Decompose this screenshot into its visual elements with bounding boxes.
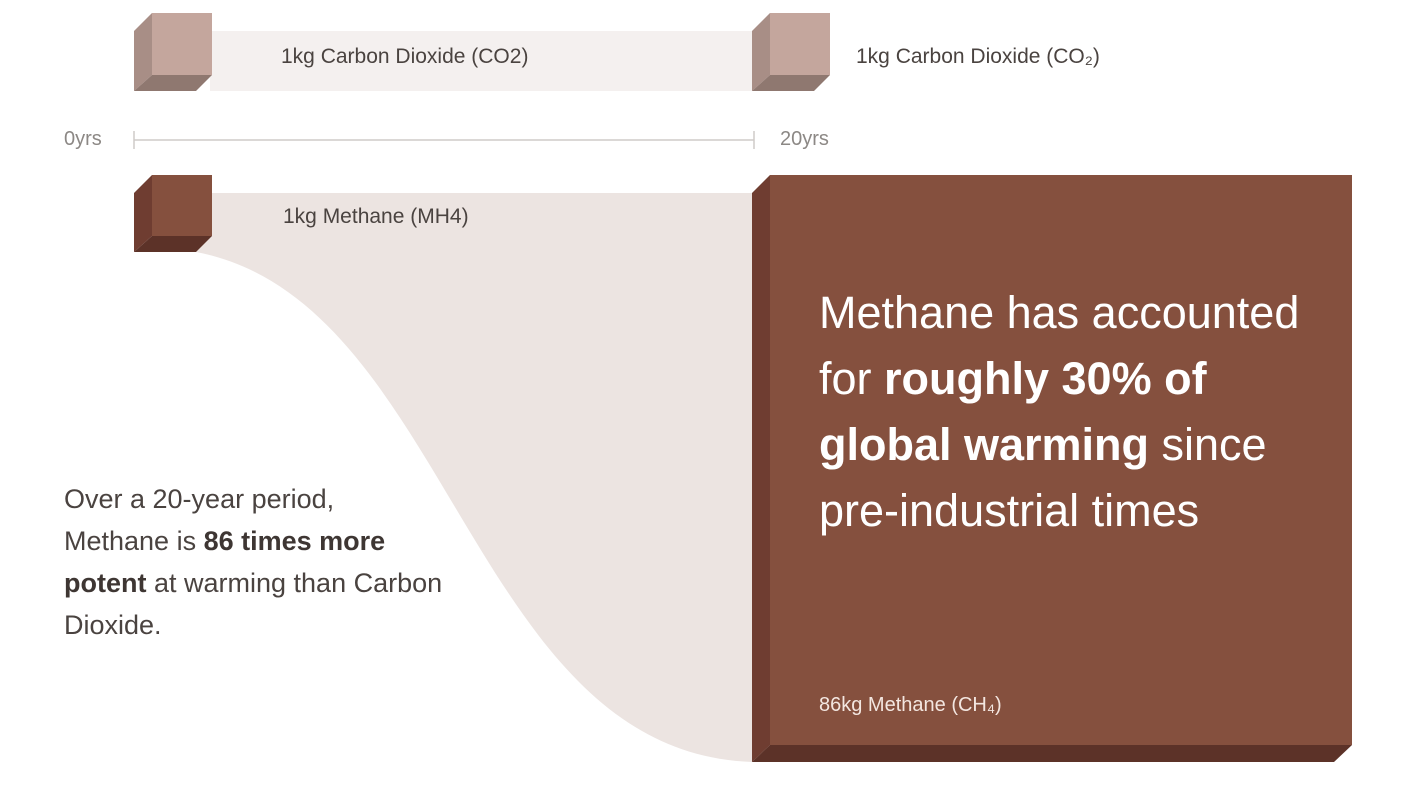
methane-end-label: 86kg Methane (CH₄) [819,694,1002,716]
methane-start-cube [134,175,212,252]
methane-start-cube-side [134,175,152,252]
methane-start-cube-bottom [134,236,212,252]
methane-start-cube-front [152,175,212,236]
timeline-start-label: 0yrs [64,128,102,150]
methane-end-cube [752,175,1352,762]
potency-statement-part1: Over a 20-year period, Methane is [64,484,335,556]
methane-end-cube-side [752,175,770,762]
co2-end-label: 1kg Carbon Dioxide (CO₂) [856,45,1100,68]
methane-end-cube-bottom [752,745,1352,762]
co2-start-label: 1kg Carbon Dioxide (CO2) [281,45,529,68]
potency-statement-part2: at warming than Carbon Dioxide. [64,568,443,640]
methane-end-cube-front [770,175,1352,745]
potency-statement: Over a 20-year period, Methane is 86 tim… [64,478,444,646]
timeline-axis [133,131,755,149]
warming-statement-part2: since pre-industrial times [819,419,1267,536]
warming-statement-part1: Methane has accounted for [819,287,1300,404]
methane-growth-band [195,193,770,762]
potency-statement-emphasis: 86 times more potent [64,526,386,598]
methane-start-label: 1kg Methane (MH4) [283,205,469,228]
co2-end-cube-bottom [752,75,830,91]
co2-start-cube-side [134,13,152,91]
co2-end-cube-side [752,13,770,91]
co2-end-cube-front [770,13,830,75]
timeline-end-label: 20yrs [780,128,829,150]
warming-statement: Methane has accounted for roughly 30% of… [819,280,1319,544]
warming-statement-emphasis: roughly 30% of global warming [819,353,1207,470]
co2-start-cube-bottom [134,75,212,91]
co2-end-cube [752,13,830,91]
co2-start-cube-front [152,13,212,75]
co2-band [210,31,770,91]
co2-start-cube [134,13,212,91]
